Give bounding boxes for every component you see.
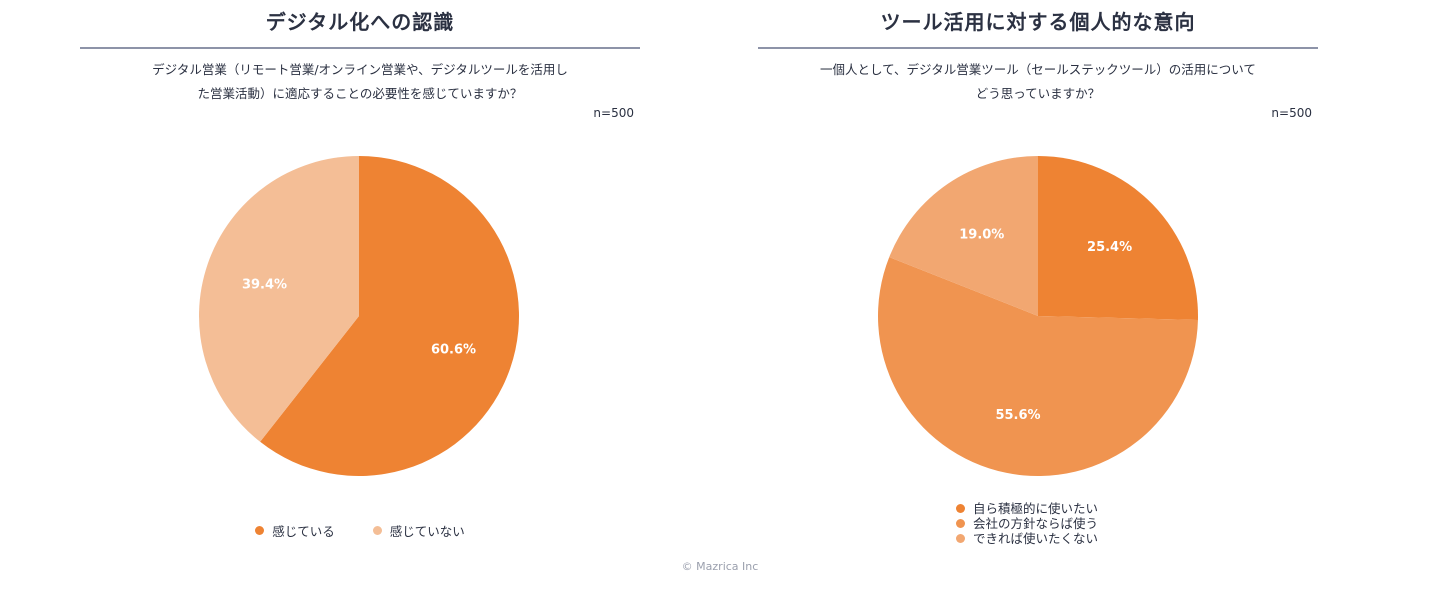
survey-question: 一個人として、デジタル営業ツール（セールステックツール）の活用について どう思っ… <box>788 58 1288 106</box>
slice-value-label: 19.0% <box>959 227 1004 242</box>
pie-slice <box>260 156 519 476</box>
sample-size-label: n=500 <box>1271 106 1312 120</box>
question-line: どう思っていますか？ <box>975 86 1101 101</box>
chart-legend: 感じている 感じていない <box>80 521 640 540</box>
legend-swatch <box>956 534 965 543</box>
legend-label: 自ら積極的に使いたい <box>973 501 1099 516</box>
pie-slice <box>877 257 1198 477</box>
chart-title: ツール活用に対する個人的な意向 <box>880 10 1196 34</box>
chart-legend: 自ら積極的に使いたい 会社の方針ならば使う できれば使いたくない <box>956 501 1098 546</box>
legend-item: できれば使いたくない <box>956 531 1098 546</box>
chart-title: デジタル化への認識 <box>265 10 455 34</box>
slice-value-label: 25.4% <box>1087 240 1132 255</box>
pie-slice <box>889 156 1038 316</box>
pie-slice <box>199 156 359 442</box>
slice-value-label: 60.6% <box>431 343 476 358</box>
legend-label: 感じていない <box>389 524 465 539</box>
question-line: た営業活動）に適応することの必要性を感じていますか？ <box>197 86 523 101</box>
legend-label: できれば使いたくない <box>973 531 1099 546</box>
slice-value-label: 55.6% <box>995 408 1040 423</box>
copyright-notice: © Mazrica Inc <box>681 560 759 573</box>
survey-question: デジタル営業（リモート営業/オンライン営業や、デジタルツールを活用し た営業活動… <box>110 58 610 106</box>
sample-size-label: n=500 <box>593 106 634 120</box>
slice-value-label: 39.4% <box>242 277 287 292</box>
legend-swatch <box>255 526 265 535</box>
legend-swatch <box>372 526 382 535</box>
legend-item: 会社の方針ならば使う <box>956 516 1098 531</box>
pie-chart: 60.6% 39.4% <box>199 156 519 476</box>
pie-slice <box>1038 156 1198 321</box>
question-line: 一個人として、デジタル営業ツール（セールステックツール）の活用について <box>820 62 1256 77</box>
legend-label: 会社の方針ならば使う <box>973 516 1099 531</box>
pie-chart: 25.4% 55.6% 19.0% <box>877 156 1198 477</box>
legend-item: 感じていない <box>372 521 465 540</box>
legend-item: 感じている <box>255 521 335 540</box>
legend-swatch <box>956 504 965 513</box>
title-divider <box>758 47 1318 49</box>
legend-item: 自ら積極的に使いたい <box>956 501 1098 516</box>
chart-panel-right: ツール活用に対する個人的な意向 一個人として、デジタル営業ツール（セールステック… <box>758 0 1318 596</box>
chart-panel-left: デジタル化への認識 デジタル営業（リモート営業/オンライン営業や、デジタルツール… <box>80 0 640 596</box>
question-line: デジタル営業（リモート営業/オンライン営業や、デジタルツールを活用し <box>152 62 568 77</box>
legend-swatch <box>956 519 965 528</box>
legend-label: 感じている <box>272 524 335 539</box>
title-divider <box>80 47 640 49</box>
